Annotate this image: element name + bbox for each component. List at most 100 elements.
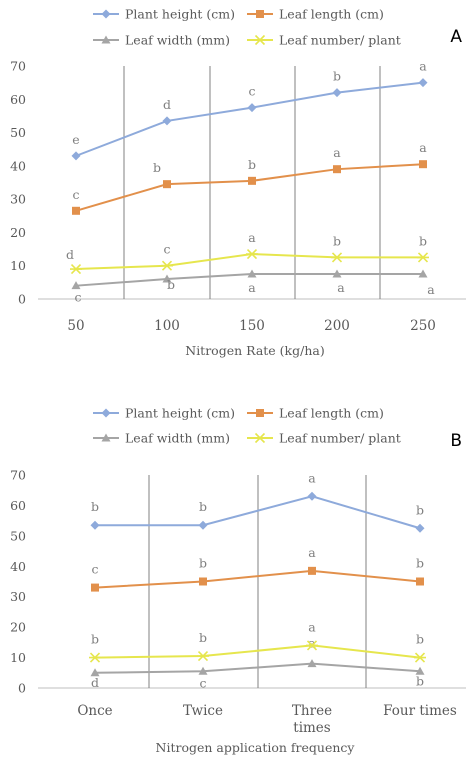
data-point — [90, 668, 100, 677]
legend-marker — [254, 34, 266, 46]
significance-label: c — [74, 290, 81, 305]
data-point — [246, 248, 258, 260]
data-point — [70, 263, 82, 275]
data-point — [247, 269, 257, 278]
x-tick-label: 250 — [410, 318, 436, 334]
x-tick-label: Once — [77, 703, 112, 719]
data-point — [162, 274, 172, 283]
panel-label: A — [450, 27, 462, 47]
legend-label: Leaf number/ plant — [279, 431, 401, 446]
y-tick-label: 20 — [10, 620, 26, 635]
y-tick-label: 20 — [10, 225, 26, 240]
legend-marker — [101, 408, 111, 418]
legend-marker — [256, 10, 264, 18]
series-leaf-number-plant: b b a b — [89, 619, 426, 663]
legend-label: Leaf width (mm) — [125, 431, 230, 446]
y-tick-label: 30 — [10, 589, 26, 604]
data-point — [89, 652, 101, 663]
significance-label: d — [66, 247, 74, 262]
x-tick-label: Four times — [383, 703, 457, 719]
data-point — [198, 520, 208, 530]
y-tick-label: 50 — [10, 125, 26, 140]
series-leaf-length-cm: c b b a a — [72, 140, 427, 215]
x-tick-label: 150 — [239, 318, 265, 334]
data-point — [415, 523, 425, 533]
significance-label: b — [416, 673, 424, 688]
data-point — [248, 176, 256, 185]
legend-marker — [101, 433, 111, 442]
significance-label: c — [91, 562, 98, 577]
legend-item: Leaf number/ plant — [247, 33, 401, 48]
series-line — [94, 644, 421, 659]
chart-panel-B: B Plant height (cm) Leaf length (cm) Leaf w… — [10, 406, 466, 755]
legend-label: Leaf length (cm) — [279, 406, 384, 421]
data-point — [332, 269, 342, 278]
y-tick-label: 70 — [10, 59, 26, 74]
x-tick-label: Three times — [292, 703, 332, 736]
significance-label: a — [248, 230, 256, 245]
data-point — [417, 252, 429, 263]
series-plant-height-cm: e d c b a — [71, 59, 428, 161]
series-line — [94, 569, 421, 589]
data-point — [419, 160, 427, 169]
data-point — [308, 566, 316, 575]
significance-label: b — [153, 160, 161, 175]
data-point — [161, 260, 173, 271]
data-point — [199, 577, 207, 586]
legend-label: Leaf number/ plant — [279, 33, 401, 48]
y-tick-label: 50 — [10, 528, 26, 543]
data-point — [91, 583, 99, 592]
legend-item: Leaf length (cm) — [247, 7, 384, 22]
y-tick-label: 70 — [10, 468, 26, 483]
y-axis-ticks: 0 10 20 30 40 50 60 70 — [10, 468, 26, 696]
x-axis-ticks: 50 100 150 200 250 — [67, 318, 435, 334]
significance-label: b — [91, 499, 99, 514]
significance-label: a — [419, 140, 427, 155]
legend-item: Plant height (cm) — [93, 7, 235, 22]
data-point — [332, 88, 342, 98]
series-line — [95, 495, 421, 530]
data-point — [418, 269, 428, 278]
data-point — [197, 650, 209, 662]
data-point — [307, 491, 317, 501]
x-axis-ticks: Once Twice Three times Four times — [77, 703, 457, 736]
x-axis-title: Nitrogen application frequency — [156, 740, 356, 755]
x-tick-label: 200 — [324, 318, 350, 334]
y-tick-label: 30 — [10, 192, 26, 207]
series-leaf-width-mm: cb a a a — [71, 269, 435, 305]
y-tick-label: 0 — [18, 681, 26, 696]
significance-label: a — [308, 636, 316, 651]
data-point — [72, 206, 80, 215]
significance-label: c — [72, 187, 79, 202]
legend-label: Leaf length (cm) — [279, 7, 384, 22]
x-tick-label: Twice — [183, 703, 223, 719]
significance-label: c — [248, 84, 255, 99]
data-point — [414, 652, 426, 663]
significance-label: b — [167, 277, 175, 292]
legend-marker — [256, 409, 264, 417]
significance-label: b — [199, 630, 207, 645]
x-axis-title: Nitrogen Rate (kg/ha) — [185, 343, 324, 358]
data-point — [71, 281, 81, 290]
y-tick-label: 60 — [10, 498, 26, 513]
significance-label: b — [333, 69, 341, 84]
significance-label: a — [308, 470, 316, 485]
y-tick-label: 10 — [10, 650, 26, 665]
y-tick-label: 10 — [10, 258, 26, 273]
legend: Plant height (cm) Leaf length (cm) Leaf wi… — [93, 406, 401, 446]
significance-label: a — [337, 280, 345, 295]
data-point — [71, 151, 81, 161]
significance-label: a — [419, 59, 427, 74]
legend-item: Leaf length (cm) — [247, 406, 384, 421]
legend-item: Plant height (cm) — [93, 406, 235, 421]
significance-label: b — [416, 502, 424, 517]
data-point — [247, 103, 257, 113]
legend-marker — [101, 35, 111, 44]
series-line — [94, 662, 421, 674]
data-point — [162, 116, 172, 126]
data-point — [415, 666, 425, 675]
significance-label: b — [91, 632, 99, 647]
legend-label: Plant height (cm) — [125, 406, 235, 421]
y-tick-label: 60 — [10, 92, 26, 107]
